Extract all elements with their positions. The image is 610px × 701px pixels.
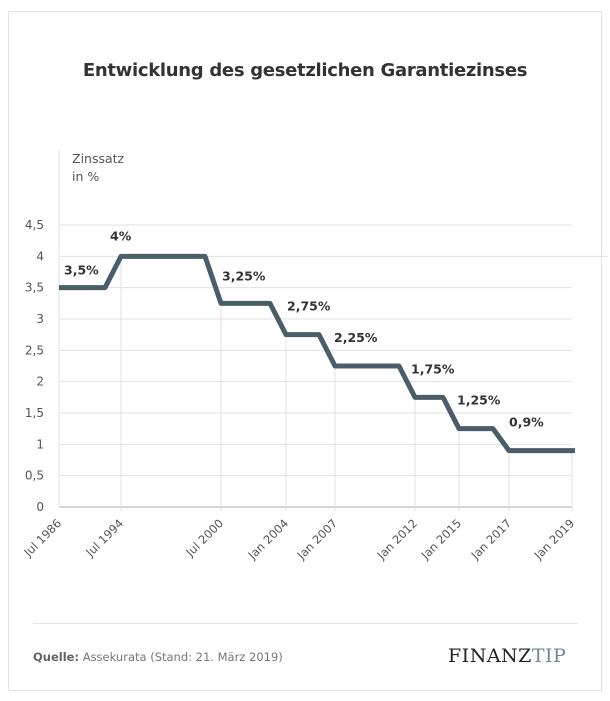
y-tick-label: 0: [36, 500, 44, 514]
data-label: 1,25%: [457, 393, 501, 408]
chart-title: Entwicklung des gesetzlichen Garantiezin…: [82, 60, 528, 81]
interest-rate-line: [59, 253, 575, 454]
y-tick-label: 0,5: [25, 469, 44, 483]
y-tick-label: 2,5: [25, 343, 44, 357]
logo-part2: TIP: [531, 645, 567, 667]
y-tick-label: 4: [36, 249, 44, 263]
source-note: Quelle: Assekurata (Stand: 21. März 2019…: [33, 650, 283, 664]
x-tick-label: Jul 2000: [182, 516, 226, 560]
x-tick-label: Jan 2012: [374, 516, 420, 562]
source-text: Assekurata (Stand: 21. März 2019): [82, 650, 283, 664]
x-tick-label: Jul 1994: [82, 516, 126, 560]
source-label: Quelle:: [33, 650, 80, 664]
x-tick-label: Jul 1986: [20, 516, 64, 560]
finanztip-logo: FINANZTIP: [448, 645, 566, 667]
data-label: 3,25%: [222, 268, 266, 283]
y-axis-label-line2: in %: [72, 169, 100, 184]
data-label: 2,25%: [334, 330, 378, 345]
logo-part1: FINANZ: [448, 645, 532, 667]
y-tick-label: 4,5: [25, 218, 44, 232]
x-tick-label: Jan 2017: [468, 516, 514, 562]
chart-frame: [8, 11, 602, 691]
x-tick-label: Jan 2015: [418, 516, 464, 562]
x-tick-label: Jan 2007: [294, 516, 340, 562]
x-tick-label: Jan 2019: [531, 516, 577, 562]
y-tick-label: 1: [36, 437, 44, 451]
data-label: 3,5%: [64, 263, 99, 278]
data-label: 4%: [110, 228, 132, 243]
y-tick-label: 3,5: [25, 281, 44, 295]
y-tick-label: 1,5: [25, 406, 44, 420]
y-axis-label: Zinssatz in %: [72, 150, 124, 186]
y-tick-label: 3: [36, 312, 44, 326]
data-label: 1,75%: [411, 361, 455, 376]
x-tick-label: Jan 2004: [245, 516, 291, 562]
data-label: 0,9%: [509, 415, 544, 430]
footer-divider: [33, 623, 578, 624]
y-tick-label: 2: [36, 375, 44, 389]
data-label: 2,75%: [287, 299, 331, 314]
y-axis-label-line1: Zinssatz: [72, 151, 125, 166]
